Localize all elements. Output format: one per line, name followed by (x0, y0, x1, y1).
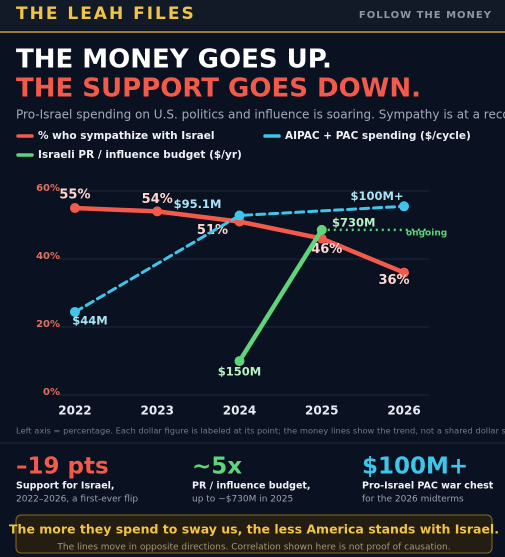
x-tick-label: 2022 (58, 404, 91, 418)
data-point (316, 224, 327, 235)
tagline: FOLLOW THE MONEY (359, 10, 492, 21)
data-label: 36% (378, 273, 409, 288)
data-label: $100M+ (350, 189, 403, 203)
data-label: $95.1M (174, 197, 222, 211)
chart-note: Left axis = percentage. Each dollar figu… (16, 426, 505, 436)
data-label: $44M (72, 313, 107, 327)
title-line: THE MONEY GOES UP. (16, 45, 332, 75)
x-tick-label: 2023 (141, 404, 174, 418)
stat-label: Pro-Israel PAC war chest (362, 481, 494, 492)
data-label: 54% (142, 192, 173, 207)
data-point (399, 267, 410, 278)
data-point (234, 356, 245, 367)
stat-detail: 2022–2026, a first-ever flip (16, 495, 138, 505)
data-label: 46% (311, 242, 342, 257)
brand: THE LEAH FILES (16, 4, 196, 24)
stat-detail: for the 2026 midterms (362, 495, 464, 505)
data-label: $730M (332, 215, 375, 229)
stat-value: –19 pts (16, 454, 109, 480)
y-tick-label: 0% (43, 387, 60, 398)
series-line (237, 227, 325, 364)
data-label: 55% (59, 188, 90, 203)
annotation: ongoing (406, 228, 447, 238)
x-tick-label: 2024 (223, 404, 256, 418)
header-bar (0, 0, 505, 30)
stat-value: ~5x (192, 454, 242, 480)
data-point (234, 210, 245, 221)
stat-detail: up to ~$730M in 2025 (192, 495, 293, 505)
footer-box (15, 514, 493, 554)
y-tick-label: 60% (36, 183, 60, 194)
x-tick-label: 2025 (305, 404, 338, 418)
data-point (152, 206, 163, 217)
legend-label: Israeli PR / influence budget ($/yr) (38, 149, 242, 161)
data-point (399, 201, 410, 212)
data-point (69, 306, 80, 317)
data-label: $150M (218, 365, 261, 379)
stat-label: Support for Israel, (16, 481, 115, 492)
stat-value: $100M+ (362, 454, 468, 480)
legend-label: % who sympathize with Israel (38, 130, 214, 142)
x-tick-label: 2026 (387, 404, 420, 418)
y-tick-label: 40% (36, 251, 60, 262)
footer-headline: The more they spend to sway us, the less… (9, 522, 499, 537)
subtitle: Pro-Israel spending on U.S. politics and… (16, 108, 505, 122)
y-tick-label: 20% (36, 319, 60, 330)
data-point (69, 203, 80, 213)
title-line: THE SUPPORT GOES DOWN. (16, 74, 421, 104)
legend-label: AIPAC + PAC spending ($/cycle) (285, 130, 471, 142)
stat-label: PR / influence budget, (192, 481, 311, 492)
footer-caveat: The lines move in opposite directions. C… (56, 543, 450, 553)
